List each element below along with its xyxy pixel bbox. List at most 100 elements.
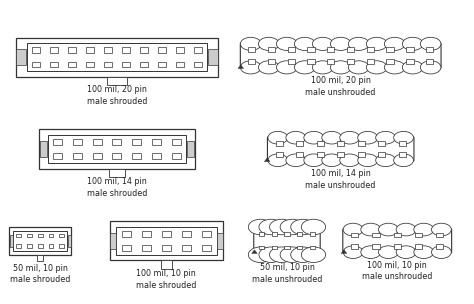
Polygon shape <box>341 250 347 254</box>
Polygon shape <box>238 65 244 68</box>
Bar <box>59 234 64 237</box>
Bar <box>16 49 26 65</box>
Bar <box>297 232 302 236</box>
Bar <box>112 153 121 159</box>
FancyBboxPatch shape <box>267 137 414 161</box>
Circle shape <box>286 154 306 167</box>
Circle shape <box>294 37 315 50</box>
Polygon shape <box>264 158 270 162</box>
Bar <box>284 246 290 249</box>
Bar <box>161 261 172 269</box>
Bar <box>272 246 277 249</box>
Bar <box>337 141 344 146</box>
Bar <box>248 47 255 52</box>
Bar <box>9 235 13 247</box>
FancyBboxPatch shape <box>240 43 441 68</box>
Bar <box>92 139 101 145</box>
Circle shape <box>394 154 413 167</box>
Circle shape <box>379 246 398 258</box>
Bar <box>92 153 101 159</box>
Bar <box>373 244 380 249</box>
Circle shape <box>402 61 423 74</box>
Bar <box>104 47 112 53</box>
Circle shape <box>322 154 342 167</box>
Circle shape <box>270 247 294 262</box>
Bar <box>208 49 218 65</box>
Bar <box>16 37 218 77</box>
Bar <box>307 47 315 52</box>
Circle shape <box>304 131 324 144</box>
Bar <box>48 244 54 247</box>
Bar <box>202 245 211 251</box>
Bar <box>426 59 433 64</box>
Bar <box>288 59 295 64</box>
Circle shape <box>396 246 416 258</box>
Text: 50 mil, 10 pin
male unshrouded: 50 mil, 10 pin male unshrouded <box>252 263 322 284</box>
Bar <box>140 47 148 53</box>
Circle shape <box>330 61 351 74</box>
Bar <box>132 153 141 159</box>
Bar <box>182 245 191 251</box>
Circle shape <box>240 37 261 50</box>
Bar <box>347 47 354 52</box>
Bar <box>310 232 315 236</box>
Bar <box>310 246 315 249</box>
Bar <box>259 246 264 249</box>
Bar <box>176 61 184 67</box>
Bar <box>109 168 125 177</box>
Bar <box>140 61 148 67</box>
Text: 100 mil, 10 pin
male unshrouded: 100 mil, 10 pin male unshrouded <box>362 261 432 282</box>
Bar <box>248 59 255 64</box>
Circle shape <box>291 219 315 235</box>
Circle shape <box>343 223 363 236</box>
Text: 100 mil, 20 pin
male unshrouded: 100 mil, 20 pin male unshrouded <box>306 76 376 97</box>
Circle shape <box>384 61 405 74</box>
Bar <box>27 43 207 71</box>
Bar <box>288 47 295 52</box>
Bar <box>296 141 303 146</box>
Bar <box>186 141 194 157</box>
Bar <box>172 139 181 145</box>
Text: 100 mil, 14 pin
male unshrouded: 100 mil, 14 pin male unshrouded <box>306 169 376 189</box>
Circle shape <box>396 223 416 236</box>
Circle shape <box>358 154 377 167</box>
Circle shape <box>358 131 377 144</box>
Text: 100 mil, 14 pin
male shrouded: 100 mil, 14 pin male shrouded <box>87 177 147 198</box>
Bar <box>122 61 130 67</box>
Bar <box>152 153 161 159</box>
Circle shape <box>414 223 434 236</box>
Bar <box>107 77 127 85</box>
Bar <box>50 47 58 53</box>
Bar <box>122 47 130 53</box>
Bar <box>394 244 401 249</box>
Bar <box>59 244 64 247</box>
Text: 100 mil, 20 pin
male shrouded: 100 mil, 20 pin male shrouded <box>87 85 147 106</box>
Circle shape <box>301 219 326 235</box>
FancyBboxPatch shape <box>343 229 452 253</box>
Bar <box>426 47 433 52</box>
Bar <box>378 152 385 157</box>
Bar <box>37 234 43 237</box>
Text: 100 mil, 10 pin
male shrouded: 100 mil, 10 pin male shrouded <box>136 269 197 290</box>
Bar <box>373 233 380 237</box>
Circle shape <box>312 37 333 50</box>
Circle shape <box>340 131 360 144</box>
Bar <box>110 233 116 249</box>
Bar <box>13 230 67 251</box>
Bar <box>351 244 358 249</box>
Bar <box>386 47 394 52</box>
Bar <box>132 139 141 145</box>
Bar <box>259 232 264 236</box>
Bar <box>16 234 21 237</box>
Bar <box>182 231 191 237</box>
Bar <box>142 231 151 237</box>
Circle shape <box>420 61 441 74</box>
Bar <box>116 227 217 255</box>
Bar <box>86 61 94 67</box>
Bar <box>275 141 283 146</box>
Bar <box>202 231 211 237</box>
Circle shape <box>258 61 279 74</box>
Circle shape <box>280 219 304 235</box>
Bar <box>268 59 275 64</box>
Bar <box>48 135 186 163</box>
